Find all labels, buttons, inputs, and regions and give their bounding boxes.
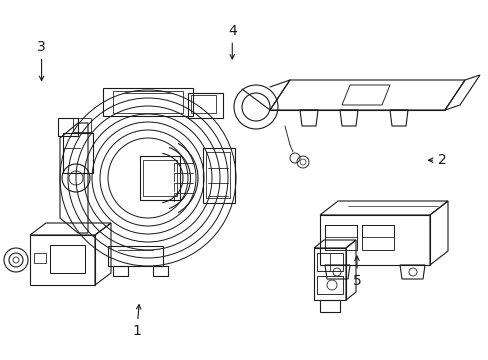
Bar (325, 225, 356, 237)
Bar (50, 245, 85, 273)
Text: 5: 5 (352, 256, 361, 288)
Bar (30, 235, 95, 285)
Bar (142, 160, 177, 196)
Bar (203, 148, 235, 203)
Bar (113, 91, 183, 113)
Bar (113, 266, 128, 276)
Bar (319, 215, 429, 265)
Bar (103, 88, 193, 116)
Bar (316, 253, 342, 271)
Bar (319, 300, 339, 312)
Bar (63, 133, 93, 173)
Bar (316, 276, 342, 294)
Bar (325, 225, 356, 250)
Text: 3: 3 (37, 40, 46, 81)
Bar (153, 266, 168, 276)
Bar (187, 93, 223, 118)
Text: 4: 4 (227, 24, 236, 59)
Text: 2: 2 (427, 153, 446, 167)
Bar (140, 156, 180, 200)
Bar (73, 118, 91, 132)
Bar (34, 253, 46, 263)
Bar (205, 152, 229, 198)
Bar (361, 225, 393, 237)
Bar (108, 246, 163, 266)
Bar (191, 95, 216, 113)
Bar (361, 225, 393, 250)
Bar (58, 118, 78, 136)
Text: 1: 1 (132, 305, 141, 338)
